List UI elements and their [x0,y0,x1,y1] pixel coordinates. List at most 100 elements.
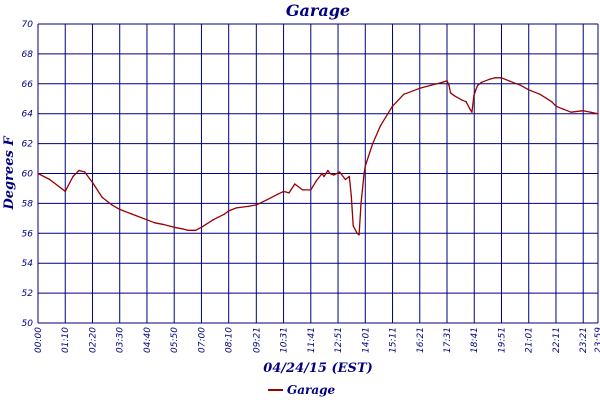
data-point [154,222,156,224]
data-point [212,219,214,221]
y-tick-labels: 50 52 54 56 58 60 62 64 66 68 70 [22,20,34,329]
y-tick-label: 50 [22,319,34,329]
x-tick-label: 12:51 [334,327,344,353]
data-point [419,87,421,90]
data-point [235,207,238,209]
y-axis-title: Degrees F [2,136,17,211]
chart-title: Garage [286,1,350,20]
data-point [187,229,189,231]
x-tick-label: 11:41 [307,327,317,353]
data-point [194,229,197,231]
data-point [461,99,463,101]
data-point [146,219,148,221]
data-point [333,174,335,176]
data-point [597,113,599,115]
data-point [119,208,121,211]
data-point [294,183,296,185]
x-tick-label: 09:21 [252,327,262,353]
data-point [488,78,491,81]
data-point [327,169,329,172]
data-point [480,81,483,84]
data-point [323,175,325,178]
x-tick-label: 18:41 [470,327,480,353]
x-tick-label: 21:01 [525,327,535,353]
data-point [338,171,341,173]
data-point [358,234,360,236]
data-point [589,111,592,113]
data-point [64,190,66,193]
data-point [276,193,278,196]
x-tick-label: 01:10 [61,327,71,353]
x-tick-label: 19:51 [497,327,507,353]
data-point [255,204,257,206]
data-point [562,108,565,110]
data-point [84,171,86,173]
data-point [555,105,557,107]
data-point [181,228,183,230]
x-tick-label: 07:00 [197,327,207,353]
data-point [471,111,473,113]
data-point [363,172,365,175]
data-point [130,213,133,215]
data-point [37,172,39,175]
x-tick-label: 05:50 [170,327,180,353]
data-point [453,95,456,97]
data-point [173,226,175,228]
data-point [582,110,584,112]
data-point [448,84,450,87]
data-point [49,178,51,181]
data-point [356,232,358,234]
y-tick-label: 66 [22,80,34,90]
x-tick-label: 10:31 [280,327,290,353]
y-tick-label: 64 [22,110,34,120]
data-points [37,77,599,236]
data-point [508,80,510,82]
x-tick-label: 17:31 [443,327,453,353]
data-point [364,165,366,167]
data-point [539,93,541,96]
data-point [78,169,80,172]
y-tick-label: 60 [22,170,34,180]
x-tick-label: 23:59 [594,327,600,353]
data-point [475,89,477,91]
data-point [442,81,444,84]
x-tick-labels: 00:00 01:10 02:20 03:30 04:40 05:50 07:00 08:10… [34,327,600,353]
data-point [391,105,394,107]
data-point [288,192,290,194]
data-point [91,181,94,184]
x-tick-label: 04:40 [143,327,153,353]
data-point [403,93,405,96]
data-point [247,205,249,208]
data-point [494,77,496,79]
data-point [265,199,267,202]
y-tick-label: 52 [22,289,34,299]
legend-label: Garage [287,383,336,397]
x-tick-label: 23:21 [579,327,589,353]
data-point [282,190,285,193]
series-line-garage [37,77,599,236]
data-point [446,80,448,82]
data-point [315,180,317,182]
y-tick-label: 62 [22,140,34,150]
data-point [477,84,479,87]
data-point [101,196,103,199]
data-point [301,189,304,191]
legend: Garage [268,383,336,397]
data-point [528,89,530,91]
data-point [60,187,62,190]
data-point [372,142,374,145]
data-point [519,84,522,87]
data-point [228,210,230,212]
data-point [360,202,362,205]
data-point [344,178,347,181]
data-point [329,172,331,175]
data-point [469,108,471,110]
data-point [449,92,452,94]
data-point [310,189,312,191]
y-tick-label: 54 [22,259,34,269]
x-tick-label: 03:30 [116,327,126,353]
data-point [161,223,164,225]
data-point [500,77,503,79]
y-tick-label: 70 [22,20,34,30]
